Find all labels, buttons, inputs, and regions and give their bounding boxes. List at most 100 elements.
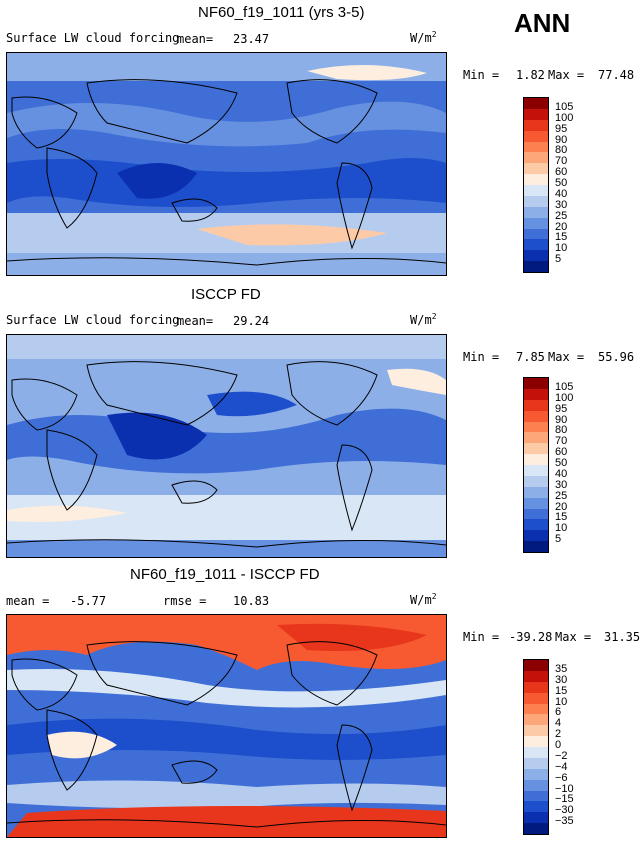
colorbar-segment: [524, 432, 548, 444]
panel3-coastlines: [7, 641, 446, 828]
panel2-field-southern-high: [7, 505, 127, 522]
panel1-field-arctic-high: [307, 64, 427, 81]
panel3-field-africa-high: [47, 731, 117, 759]
colorbar-tick-label: −15: [555, 793, 574, 806]
colorbar-tick-label: 0: [555, 739, 562, 751]
panel2-mean-label: mean=: [177, 314, 214, 328]
panel1-units: W/m2: [410, 30, 437, 45]
colorbar-tick-label: 5: [555, 253, 562, 266]
panel3-field: [7, 615, 446, 837]
colorbar-segment: [524, 163, 548, 175]
panel3-max-label: Max =: [555, 630, 592, 644]
colorbar-segment: [524, 152, 548, 164]
panel2-units: W/m2: [410, 312, 437, 327]
panel2-min-label: Min =: [463, 350, 500, 364]
colorbar-segment: [524, 703, 548, 715]
panel1-coastlines: [7, 79, 446, 266]
panel1-variable: Surface LW cloud forcing: [6, 31, 180, 45]
panel1-min-label: Min =: [463, 68, 500, 82]
panel2-field-pacific-high: [387, 368, 446, 395]
panel2-map: [6, 334, 447, 558]
colorbar-segment: [524, 660, 548, 671]
panel1-min-value: 1.82: [516, 68, 545, 82]
colorbar-segment: [524, 801, 548, 813]
panel1-field-southern-ocean-high: [197, 224, 387, 246]
colorbar-segment: [524, 228, 548, 240]
colorbar-segment: [524, 261, 548, 272]
colorbar-tick-label: 70: [555, 155, 568, 168]
colorbar-tick-label: 80: [555, 424, 568, 437]
colorbar-segment: [524, 399, 548, 411]
colorbar-segment: [524, 681, 548, 693]
panel3-field-north-peak: [277, 623, 427, 651]
panel3-mean-label: mean =: [6, 594, 50, 608]
panel1-max-value: 77.48: [598, 68, 635, 82]
colorbar-tick-label: 60: [555, 446, 568, 459]
panel2-max-value: 55.96: [598, 350, 635, 364]
colorbar-tick-label: 105: [555, 380, 574, 393]
panel3-rmse-value: 10.83: [233, 594, 270, 608]
colorbar-segment: [524, 714, 548, 726]
colorbar-tick-label: 30: [555, 478, 568, 491]
colorbar-tick-label: 50: [555, 177, 568, 189]
colorbar-tick-label: 5: [555, 533, 562, 546]
panel2-coastlines: [7, 361, 446, 548]
colorbar-tick-label: 2: [555, 728, 562, 741]
colorbar-tick-label: 80: [555, 144, 568, 157]
colorbar-tick-label: 40: [555, 467, 568, 480]
panel1-field-midlat-north: [7, 101, 446, 147]
season-label: ANN: [514, 8, 571, 38]
panel1-map: [6, 52, 447, 276]
colorbar-segment: [524, 239, 548, 251]
colorbar-segment: [524, 410, 548, 422]
panel1-max-label: Max =: [548, 68, 585, 82]
colorbar-tick-label: 30: [555, 673, 568, 686]
panel3-title: NF60_f19_1011 - ISCCP FD: [130, 566, 320, 583]
colorbar-segment: [524, 497, 548, 509]
colorbar-segment: [524, 108, 548, 120]
colorbar-tick-label: 6: [555, 706, 562, 719]
panel1-mean-label: mean=: [177, 32, 214, 46]
colorbar-tick-label: 25: [555, 489, 568, 502]
panel2-variable: Surface LW cloud forcing: [6, 313, 180, 327]
panel3-min-value: -39.28: [509, 630, 553, 644]
panel3-field-southern-band: [7, 780, 446, 809]
colorbar-tick-label: −6: [555, 771, 568, 784]
colorbar-tick-label: −10: [555, 782, 574, 795]
colorbar-segment: [524, 443, 548, 455]
colorbar-tick-label: 100: [555, 391, 574, 404]
colorbar-tick-label: 30: [555, 198, 568, 211]
colorbar-tick-label: −4: [555, 760, 568, 773]
colorbar-tick-label: 20: [555, 220, 568, 233]
panel2-field-antarctic: [7, 540, 446, 557]
panel3-field-tropics: [7, 718, 446, 760]
colorbar-tick-label: 100: [555, 111, 574, 124]
colorbar-tick-label: 15: [555, 231, 568, 244]
panel3-min-label: Min =: [463, 630, 500, 644]
panel2-title: ISCCP FD: [191, 286, 261, 303]
colorbar-segment: [524, 130, 548, 142]
panel2-min-value: 7.85: [516, 350, 545, 364]
panel1-field-tropics: [7, 158, 446, 207]
panel1-mean-value: 23.47: [233, 32, 270, 46]
colorbar-tick-label: 4: [555, 717, 562, 730]
colorbar-tick-label: 90: [555, 133, 568, 146]
colorbar-tick-label: −35: [555, 815, 574, 828]
panel3-colorbar: [523, 659, 549, 835]
colorbar-tick-label: 20: [555, 500, 568, 513]
colorbar-tick-label: 10: [555, 242, 568, 255]
panel3-field-antarctic-high: [7, 805, 446, 837]
colorbar-tick-label: 40: [555, 187, 568, 200]
panel1-field-indonesia: [117, 163, 197, 199]
colorbar-tick-label: 50: [555, 457, 568, 469]
panel3-field-midlat-band: [7, 669, 446, 708]
colorbar-segment: [524, 98, 548, 109]
colorbar-tick-label: 90: [555, 413, 568, 426]
colorbar-segment: [524, 725, 548, 737]
colorbar-segment: [524, 421, 548, 433]
colorbar-tick-label: 10: [555, 522, 568, 535]
panel3-units: W/m2: [410, 592, 437, 607]
panel1-colorbar: [523, 97, 549, 273]
colorbar-segment: [524, 768, 548, 780]
colorbar-segment: [524, 530, 548, 542]
